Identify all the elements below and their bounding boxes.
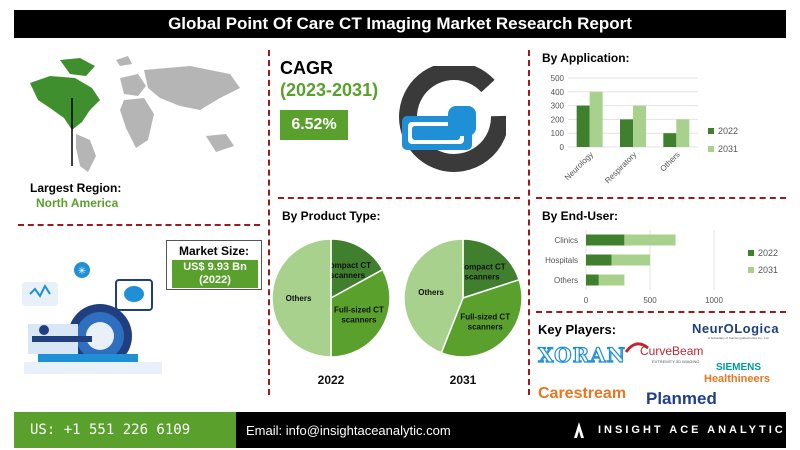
pie-slice-label: Compact CT (459, 263, 506, 272)
pie-year-label: 2031 (450, 373, 477, 386)
market-size-amount: US$ 9.93 Bn (183, 261, 247, 273)
legend-swatch-2031 (748, 267, 754, 273)
pie-slice-label: Full-sized CT (334, 306, 384, 315)
svg-text:✳: ✳ (78, 266, 86, 277)
logo-neurologica-sub: A Subsidiary of Samsung Electronics Co.,… (708, 336, 769, 340)
legend-label-2031: 2031 (758, 265, 778, 275)
divider-enduser (536, 311, 786, 313)
logo-curvebeam-sub: EXTREMITY 3D IMAGING (652, 359, 700, 364)
pie-slice-label: Full-sized CT (460, 313, 510, 322)
legend-swatch-2022 (748, 250, 754, 256)
bar-others-2022 (586, 274, 599, 286)
largest-region-label: Largest Region: (30, 181, 122, 195)
bar-others-2022 (663, 133, 677, 147)
pie-slice-label: Others (286, 294, 312, 303)
divider-right (528, 50, 530, 395)
cagr-period: (2023-2031) (280, 80, 379, 100)
bar-respiratory-2031 (633, 105, 646, 147)
divider-region (18, 224, 260, 226)
ct-ring-icon (399, 66, 506, 172)
logo-neurologica: NeurOLogica (692, 321, 780, 336)
market-size-year: (2022) (199, 274, 231, 286)
ct-scanner-illustration: ✳ (22, 262, 162, 374)
application-heading: By Application: (542, 51, 630, 65)
market-size-card: Market Size: (166, 240, 262, 290)
cagr-title: CAGR (280, 58, 333, 78)
pie-slice-2 (403, 238, 464, 354)
bar-clinics-2022 (586, 234, 625, 246)
x-tick-label: 0 (584, 296, 589, 305)
bar-neurology-2022 (576, 105, 590, 147)
pie-slice-label: scanners (341, 316, 377, 325)
market-size-value: US$ 9.93 Bn (2022) (172, 260, 258, 288)
y-tick-label: 400 (551, 88, 565, 97)
footer-bar: Email: info@insightaceanalytic.com INSIG… (236, 412, 786, 448)
logo-xoran: XORAN (537, 342, 627, 367)
logo-siemens: SIEMENS (716, 362, 762, 373)
largest-region-value: North America (36, 196, 119, 210)
divider-cagr (278, 197, 520, 199)
enduser-bar-chart: 0 500 1000 Clinics Hospitals Others 2022 2031 (545, 230, 778, 305)
pie-slice-label: scanners (330, 271, 366, 280)
pie-slice-label: scanners (465, 273, 501, 282)
pie-slice-0 (462, 238, 521, 300)
y-tick-label: 300 (551, 102, 565, 111)
x-tick-label: Neurology (563, 150, 595, 182)
bar-hospitals-2031 (611, 254, 650, 266)
pie-slice-1 (330, 268, 391, 358)
brand-logo-icon (574, 422, 584, 438)
x-tick-label: 1000 (705, 296, 723, 305)
bar-neurology-2031 (589, 91, 603, 147)
pie-slice-1 (440, 278, 523, 358)
bar-others-2031 (598, 274, 625, 286)
footer-phone[interactable]: US: +1 551 226 6109 (14, 412, 236, 448)
pie-slice-label: Compact CT (324, 261, 371, 270)
enduser-heading: By End-User: (542, 209, 619, 223)
logo-carestream: Carestream (538, 385, 627, 402)
bar-hospitals-2022 (586, 254, 612, 266)
legend-label-2022: 2022 (718, 126, 738, 136)
logo-curvebeam: CurveBeam (640, 344, 704, 358)
world-map (30, 56, 240, 172)
market-size-label: Market Size: (178, 244, 250, 258)
y-tick-label: Others (554, 276, 578, 285)
pie-year-label: 2022 (318, 373, 345, 386)
legend-swatch-2031 (708, 146, 714, 152)
footer-email[interactable]: Email: info@insightaceanalytic.com (246, 423, 451, 438)
bar-others-2031 (676, 119, 690, 147)
y-tick-label: 500 (551, 74, 565, 83)
logo-healthineers: Healthineers (704, 373, 771, 385)
curvebeam-swoosh-icon (624, 342, 649, 353)
page-title: Global Point Of Care CT Imaging Market R… (14, 10, 786, 38)
legend-swatch-2022 (708, 128, 714, 134)
footer-brand: INSIGHT ACE ANALYTIC (598, 424, 786, 436)
pie-slice-label: scanners (468, 323, 504, 332)
y-tick-label: 0 (560, 143, 565, 152)
x-tick-label: Others (658, 150, 681, 173)
pie-slice-0 (330, 238, 384, 300)
divider-application (536, 197, 786, 199)
bar-clinics-2031 (624, 234, 676, 246)
y-tick-label: 100 (551, 129, 565, 138)
pie-slice-label: Others (418, 288, 444, 297)
logo-planmed: Planmed (646, 389, 717, 408)
y-tick-label: Clinics (554, 236, 578, 245)
divider-left (268, 50, 270, 395)
x-tick-label: Respiratory (603, 150, 638, 185)
legend-label-2031: 2031 (718, 144, 738, 154)
bar-respiratory-2022 (620, 119, 633, 147)
legend-label-2022: 2022 (758, 248, 778, 258)
product-heading: By Product Type: (282, 209, 381, 223)
y-tick-label: 200 (551, 115, 565, 124)
cagr-value: 6.52% (280, 110, 348, 140)
x-tick-label: 500 (643, 296, 657, 305)
application-bar-chart: 0 100 200 300 400 500 Neurology Respiratory Othe… (551, 74, 738, 185)
pie-slice-2 (271, 238, 332, 358)
y-tick-label: Hospitals (545, 256, 578, 265)
key-players-heading: Key Players: (538, 322, 617, 337)
